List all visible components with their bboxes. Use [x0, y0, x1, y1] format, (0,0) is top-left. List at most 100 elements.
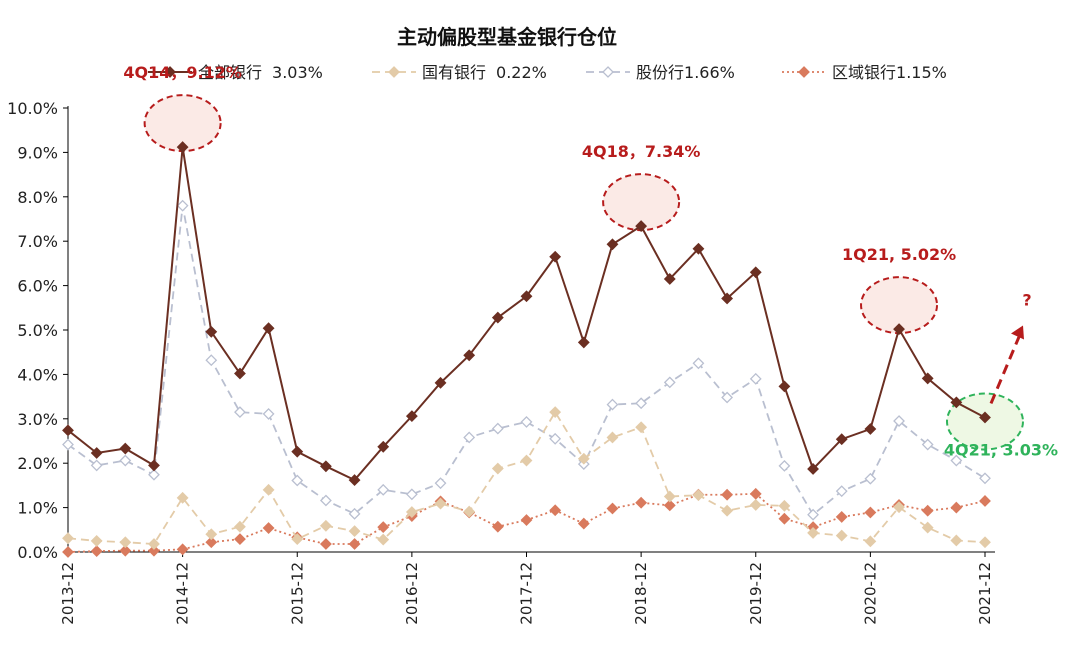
y-tick-label: 6.0%	[17, 277, 58, 296]
data-point	[577, 517, 590, 530]
data-point	[319, 494, 332, 507]
data-point	[262, 522, 275, 534]
data-point	[405, 506, 418, 518]
data-point	[979, 495, 991, 507]
data-point	[348, 538, 361, 550]
y-tick-label: 2.0%	[17, 454, 58, 473]
data-point	[119, 454, 132, 467]
data-point	[62, 546, 74, 558]
data-point	[434, 376, 447, 389]
data-point	[234, 533, 246, 546]
data-point	[205, 354, 218, 367]
data-point	[319, 538, 332, 550]
data-point	[606, 398, 619, 411]
data-point	[577, 336, 590, 349]
data-point	[377, 521, 390, 534]
legend-swatch-marker	[164, 66, 176, 78]
x-tick-label: 2015-12	[288, 562, 306, 625]
data-point	[807, 463, 819, 475]
data-point	[778, 499, 791, 512]
legend-swatch-marker	[388, 66, 400, 78]
data-point	[921, 438, 934, 451]
data-point	[893, 415, 905, 427]
data-point	[176, 199, 189, 212]
series-line	[67, 205, 986, 517]
data-point	[348, 525, 361, 538]
data-point	[348, 507, 361, 520]
data-point	[778, 512, 791, 525]
data-point	[90, 534, 103, 547]
data-point	[549, 504, 562, 517]
data-point	[692, 242, 705, 255]
legend-label: 国有银行	[422, 63, 486, 82]
data-point	[663, 273, 676, 285]
arrow-shaft	[989, 333, 1022, 405]
x-tick-label: 2013-12	[59, 562, 77, 625]
y-tick-label: 0.0%	[17, 543, 58, 562]
y-tick-label: 8.0%	[17, 188, 58, 207]
trend-arrow	[989, 325, 1024, 405]
data-point	[864, 506, 877, 519]
data-point	[463, 431, 476, 444]
data-point	[835, 511, 848, 523]
data-point	[577, 452, 590, 465]
data-point	[921, 504, 934, 517]
x-tick-label: 2021-12	[976, 562, 994, 625]
data-point	[749, 487, 762, 500]
data-point	[749, 266, 762, 279]
data-point	[549, 406, 562, 419]
question-mark: ?	[1022, 290, 1031, 309]
data-point	[234, 520, 246, 533]
data-point	[950, 534, 963, 547]
arrow-head	[1011, 325, 1024, 340]
annotation-label: 4Q14，9.12%	[123, 63, 242, 82]
data-point	[950, 454, 963, 467]
data-point	[721, 292, 734, 305]
legend-item-区域银行: 区域银行 1.15%	[782, 63, 947, 82]
series-股份行	[62, 199, 991, 521]
data-point	[778, 459, 791, 472]
legend-swatch-marker	[798, 66, 810, 78]
data-point	[549, 250, 562, 263]
series-line	[67, 146, 986, 482]
annotation-label: 4Q21, 3.03%	[944, 440, 1058, 459]
data-point	[148, 544, 160, 557]
data-point	[979, 536, 991, 549]
data-point	[635, 397, 648, 410]
data-point	[520, 290, 533, 303]
series-全部银行	[62, 141, 991, 486]
data-point	[62, 424, 74, 437]
data-point	[749, 372, 762, 385]
data-point	[606, 502, 619, 515]
data-point	[62, 438, 74, 451]
data-point	[491, 422, 504, 435]
data-point	[234, 406, 246, 419]
data-point	[205, 536, 218, 549]
data-point	[234, 367, 246, 380]
data-point	[692, 357, 705, 370]
y-axis: 0.0% 1.0% 2.0% 3.0% 4.0% 5.0% 6.0% 7.0% 8.0% 9.0%…	[7, 99, 69, 562]
data-point	[520, 514, 533, 526]
data-point	[262, 483, 275, 496]
legend-label: 股份行	[636, 63, 684, 82]
data-point	[721, 504, 734, 517]
data-point	[950, 501, 963, 514]
x-tick-label: 2014-12	[174, 562, 192, 625]
data-point	[950, 396, 963, 409]
data-point	[835, 485, 848, 498]
data-point	[663, 490, 676, 503]
data-point	[377, 533, 390, 546]
data-point	[405, 410, 418, 423]
data-point	[463, 349, 476, 362]
data-point	[434, 497, 447, 510]
data-point	[864, 535, 877, 548]
data-point	[176, 491, 189, 504]
data-point	[90, 545, 103, 558]
data-point	[692, 489, 705, 502]
data-point	[377, 440, 390, 453]
data-point	[319, 519, 332, 532]
y-tick-label: 5.0%	[17, 321, 58, 340]
data-point	[377, 483, 390, 496]
data-point	[979, 411, 991, 424]
data-point	[90, 447, 103, 459]
